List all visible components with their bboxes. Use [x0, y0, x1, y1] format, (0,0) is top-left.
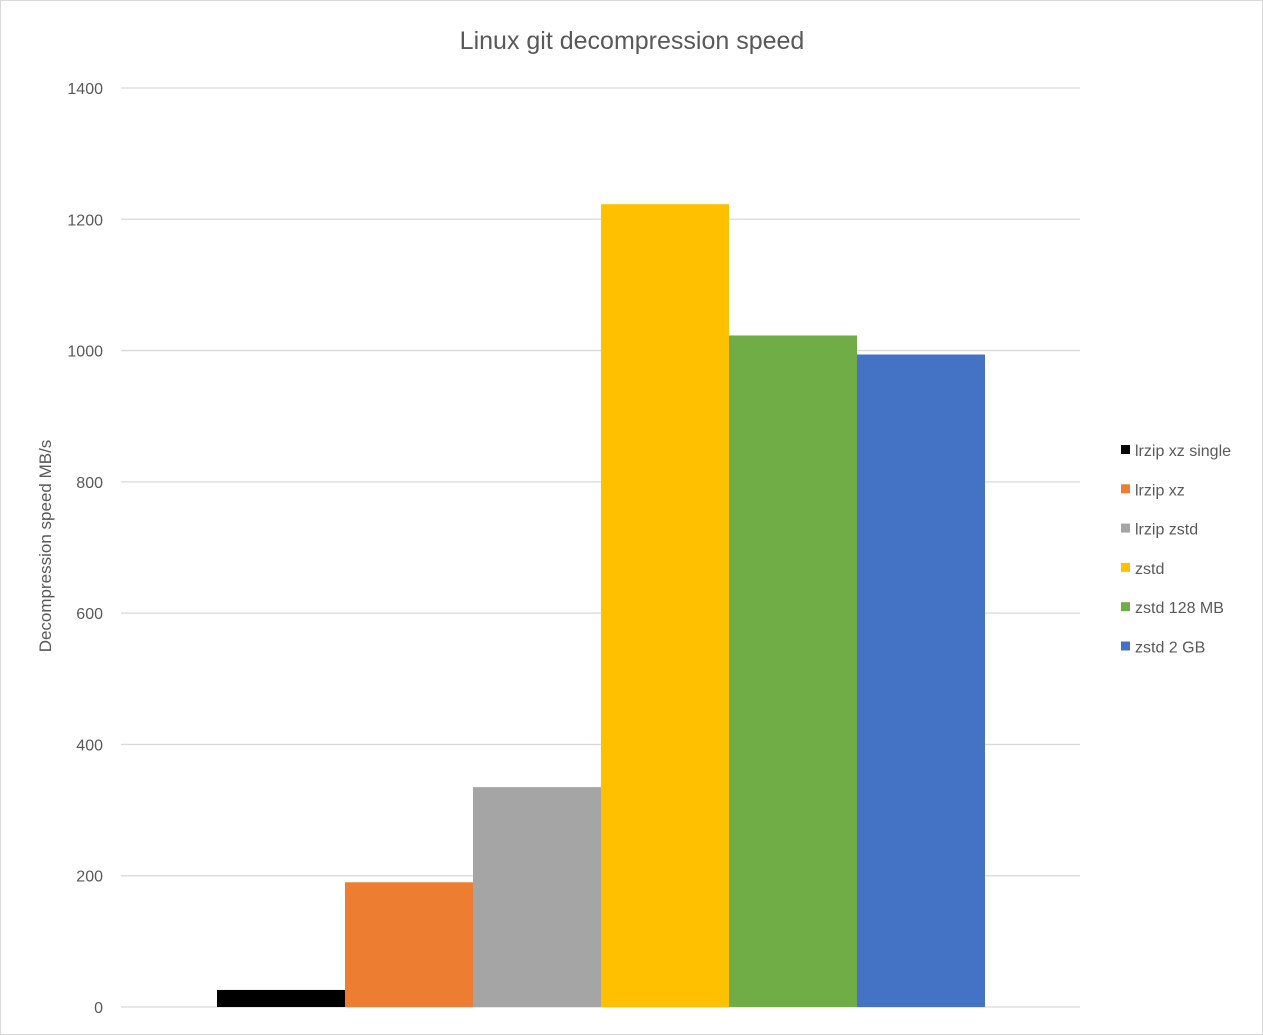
gridlines: [121, 87, 1080, 1008]
bar-zstd-128-mb: [729, 335, 857, 1007]
y-axis-ticks: 0 200 400 600 800 1000 1200 1400: [67, 81, 103, 1017]
y-tick-label: 400: [76, 737, 103, 754]
y-tick-label: 600: [76, 606, 103, 623]
y-tick-label: 1400: [67, 81, 103, 98]
bar-lrzip-zstd: [473, 787, 601, 1007]
legend-swatch: [1121, 562, 1130, 572]
bar-zstd: [601, 204, 729, 1007]
legend-label: lrzip xz: [1135, 482, 1185, 499]
legend-label: zstd: [1135, 561, 1164, 578]
bar-zstd-2-gb: [857, 354, 985, 1007]
chart-title: Linux git decompression speed: [460, 27, 805, 55]
bar-lrzip-xz: [345, 882, 473, 1007]
legend: lrzip xz single lrzip xz lrzip zstd zstd zst…: [1121, 443, 1231, 657]
legend-swatch: [1121, 641, 1130, 651]
legend-swatch: [1121, 484, 1130, 494]
y-tick-label: 1000: [67, 344, 103, 361]
legend-label: lrzip zstd: [1135, 522, 1198, 539]
legend-label: zstd 2 GB: [1135, 640, 1205, 657]
y-tick-label: 0: [94, 1000, 103, 1017]
legend-swatch: [1121, 445, 1130, 454]
y-tick-label: 1200: [67, 212, 103, 229]
legend-swatch: [1121, 602, 1130, 612]
legend-swatch: [1121, 523, 1130, 533]
y-tick-label: 800: [76, 475, 103, 492]
legend-label: zstd 128 MB: [1135, 600, 1224, 617]
bar-lrzip-xz-single: [217, 989, 345, 1007]
bars: [217, 204, 985, 1007]
legend-label: lrzip xz single: [1135, 443, 1231, 460]
y-axis-label: Decompression speed MB/s: [36, 440, 55, 653]
y-tick-label: 200: [76, 869, 103, 886]
